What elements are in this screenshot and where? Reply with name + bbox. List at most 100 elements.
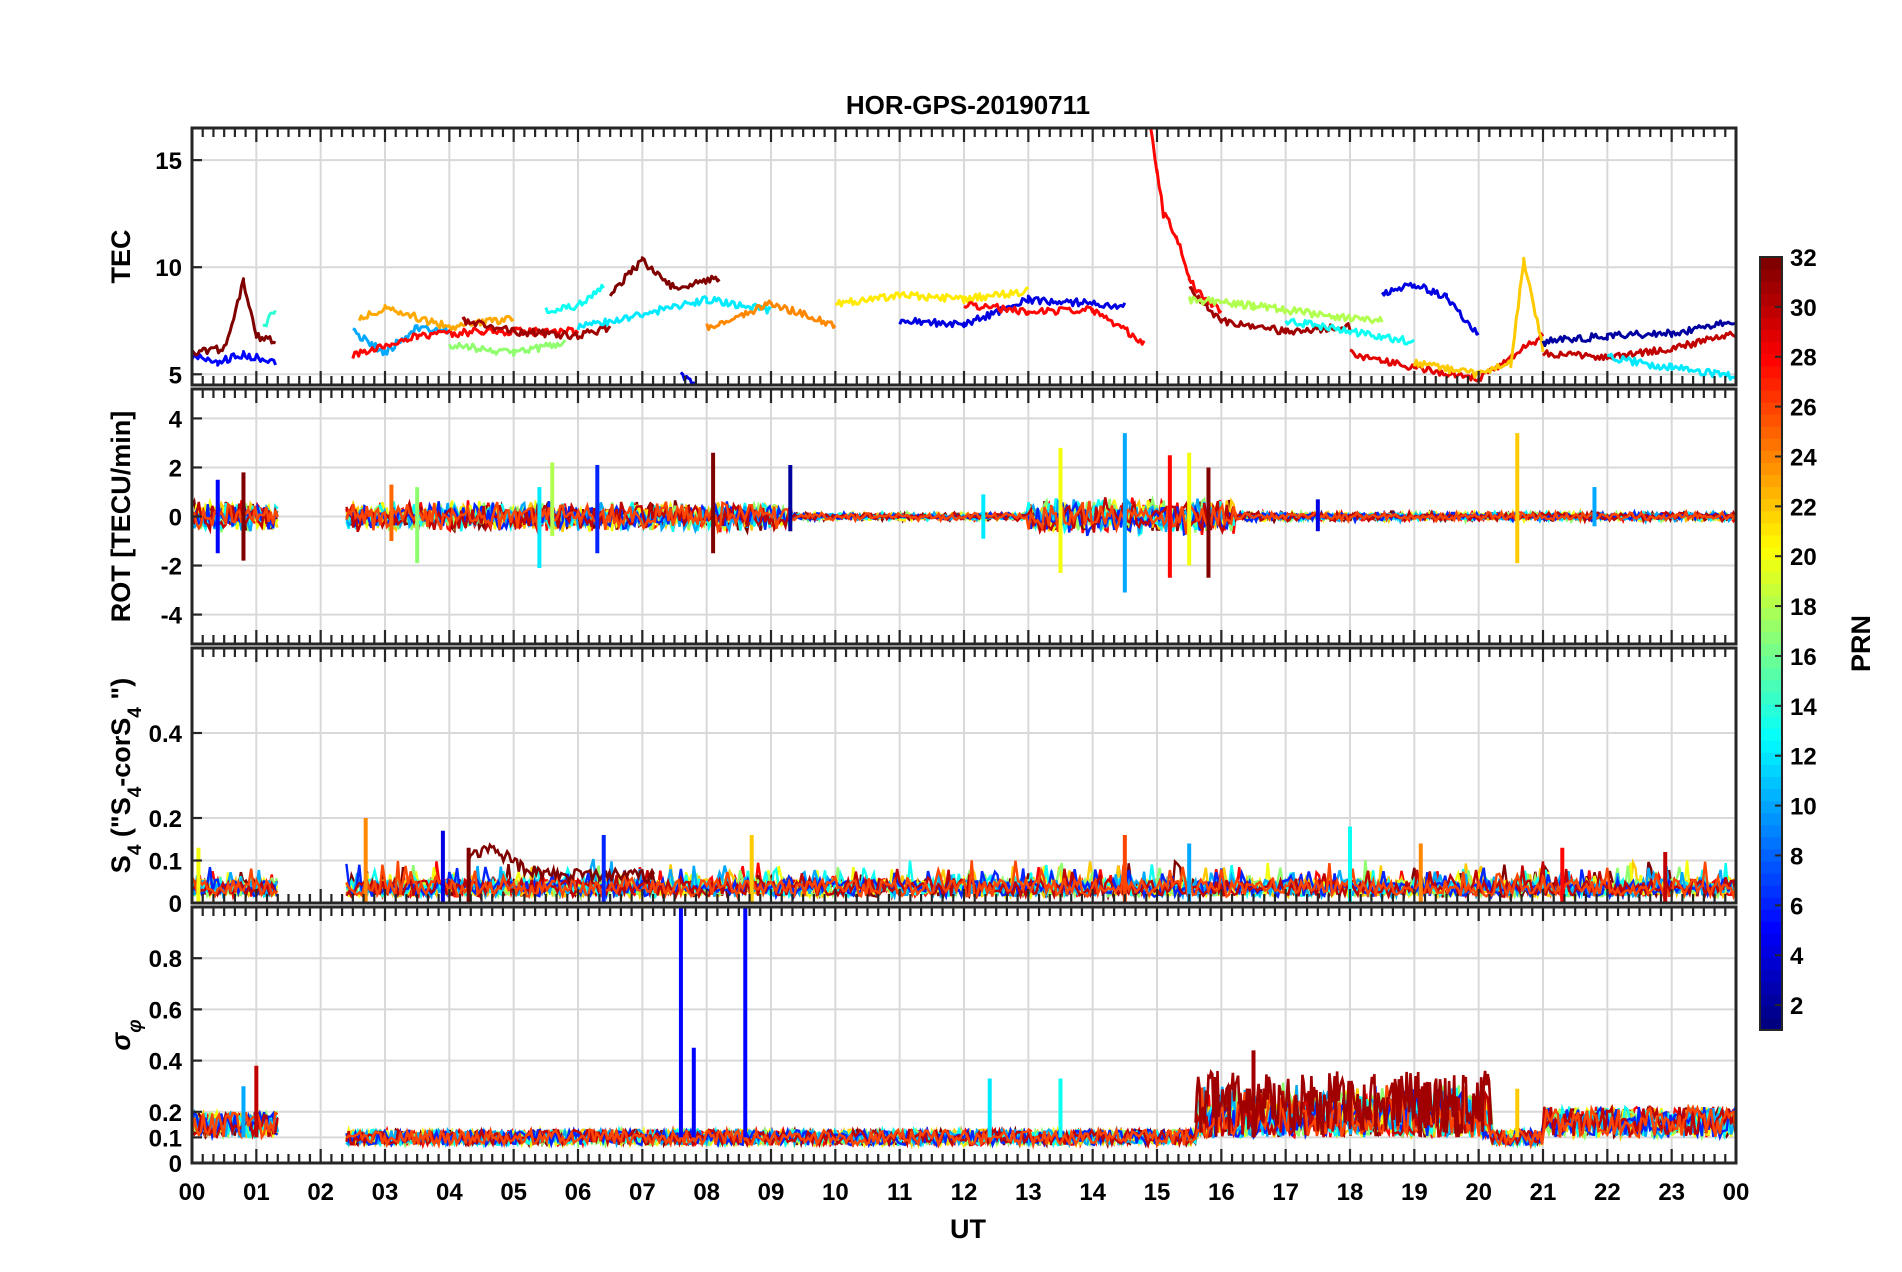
colorbar-segment [1760,703,1782,717]
colorbar-segment [1760,728,1782,741]
colorbar-tick-label: 24 [1790,444,1817,471]
tec-trace [576,295,772,331]
colorbar-segment [1760,981,1782,995]
tec-trace [898,294,1127,329]
colorbar-segment [1760,860,1782,874]
x-tick-label: 08 [693,1179,720,1206]
colorbar-segment [1760,643,1782,657]
colorbar-segment [1760,269,1782,282]
colorbar-segment [1760,969,1782,983]
x-tick-label: 09 [758,1179,785,1206]
x-tick-label: 04 [436,1179,463,1206]
colorbar-segment [1760,1005,1782,1019]
colorbar-segment [1760,281,1782,294]
rot-noise-trace [192,501,279,531]
x-tick-label: 20 [1465,1179,1492,1206]
colorbar-segment [1760,667,1782,681]
y-tick-label: 10 [155,255,182,282]
x-tick-label: 11 [887,1179,912,1206]
colorbar-segment [1760,450,1782,463]
colorbar-segment [1760,909,1782,922]
y-tick-label: 2 [169,455,182,482]
y-tick-label: 0.4 [149,721,183,748]
x-tick-label: 19 [1401,1179,1428,1206]
s4-noise-trace [192,868,278,899]
x-tick-label: 03 [372,1179,399,1206]
tec-trace [447,339,567,358]
colorbar-segment [1760,510,1782,524]
x-tick-label: 21 [1530,1179,1557,1206]
colorbar-frame [1759,256,1783,1031]
y-tick-label: 0.4 [149,1049,183,1076]
axes-layer: 00 01 02 03 04 05 06 07 08 09 10 11 12 13 14 15 16 17 18 19… [106,126,1750,1206]
tec-trace [357,303,515,332]
y-axis-label-s4: S4 ("S4-corS4 ") [106,678,146,873]
x-tick-label: 07 [629,1179,656,1206]
colorbar-segment [1760,317,1782,331]
x-tick-label: 02 [307,1179,334,1206]
x-tick-label: 00 [1723,1179,1750,1206]
y-tick-label: 0.1 [149,1125,182,1152]
colorbar-segment [1760,993,1782,1007]
colorbar-segment [1760,921,1782,934]
colorbar-segment [1760,365,1782,379]
tec-trace [1412,256,1545,379]
tec-trace [1187,295,1384,325]
colorbar-tick-label: 2 [1790,993,1803,1020]
data-layer [192,128,1736,1150]
colorbar-tick-label: 8 [1790,843,1803,870]
colorbar-tick-label: 20 [1790,544,1817,571]
colorbar-tick-label: 4 [1790,943,1804,970]
colorbar-segment [1760,595,1782,608]
x-tick-label: 14 [1079,1179,1106,1206]
tec-trace [1284,317,1415,346]
y-tick-label: 0.8 [149,946,182,973]
rot-noise-trace [345,500,1736,535]
colorbar-segment [1760,534,1782,548]
x-tick-label: 06 [565,1179,592,1206]
sigma-noise-trace [1194,1069,1493,1138]
colorbar-segment [1760,558,1782,572]
colorbar-segment [1760,836,1782,850]
y-tick-label: 0 [169,891,182,918]
y-tick-label: -4 [161,603,183,630]
colorbar-segment [1760,957,1782,971]
x-tick-label: 15 [1144,1179,1171,1206]
chart-title: HOR-GPS-20190711 [846,90,1090,120]
colorbar-tick-label: 14 [1790,694,1817,721]
x-tick-label: 22 [1594,1179,1621,1206]
tec-trace [608,256,721,297]
panel-rot-data [192,433,1736,593]
tec-trace [1188,286,1352,336]
y-tick-label: 0.6 [149,997,182,1024]
colorbar-segment [1760,824,1782,838]
colorbar-segment [1760,486,1782,500]
colorbar-segment [1760,740,1782,753]
colorbar-segment [1760,715,1782,729]
colorbar-tick-label: 6 [1790,893,1803,920]
tec-trace [544,283,605,315]
tec-trace [963,301,1146,346]
colorbar-segment [1760,462,1782,476]
colorbar-segment [1760,257,1782,270]
colorbar-segment [1760,788,1782,802]
x-tick-label: 16 [1208,1179,1235,1206]
colorbar-segment [1760,848,1782,862]
colorbar-segment [1760,353,1782,367]
y-tick-label: 0 [169,505,182,532]
colorbar-segment [1760,945,1782,959]
colorbar-segment [1760,691,1782,705]
colorbar-segment [1760,776,1782,790]
y-tick-label: 5 [169,362,182,389]
sigma-noise-trace [345,1087,1736,1149]
colorbar-segment [1760,933,1782,947]
panel-s4-data [192,818,1736,903]
colorbar-segment [1760,885,1782,898]
colorbar-tick-label: 30 [1790,295,1817,322]
colorbar-segment [1760,583,1782,596]
colorbar-tick-label: 22 [1790,494,1817,521]
colorbar-segment [1760,474,1782,488]
tec-trace [262,309,277,328]
